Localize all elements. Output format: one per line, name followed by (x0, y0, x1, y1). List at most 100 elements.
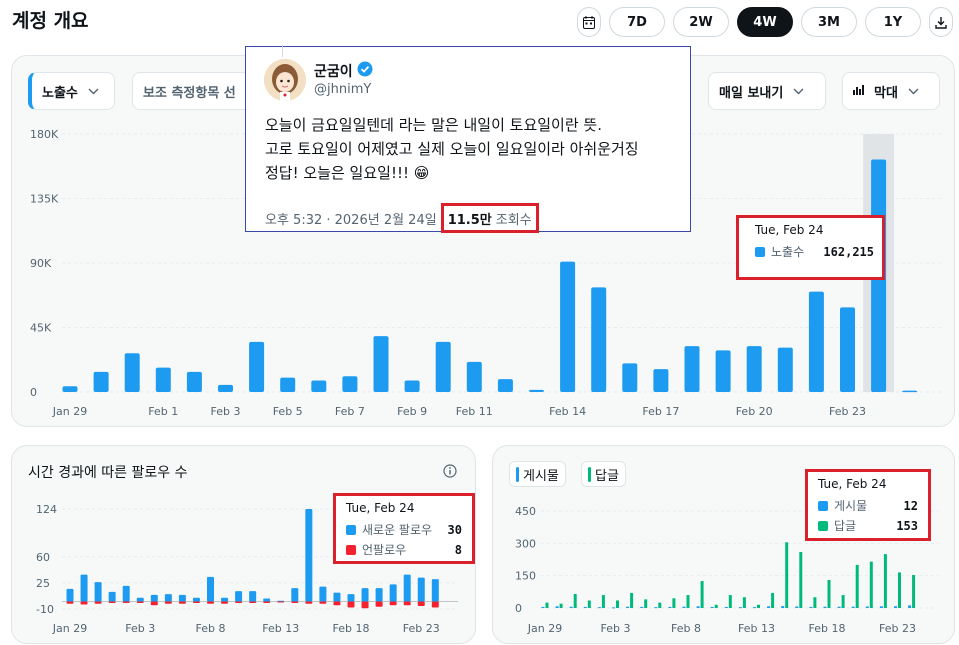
followers-bar-chart: -10 25 60 124 Jan 29 Feb 3 Feb 8 Feb 13 Feb 18 Fe… (36, 503, 458, 635)
legend-posts-toggle[interactable]: 게시물 (509, 461, 566, 487)
bar-posts (781, 606, 785, 608)
legend-replies-toggle[interactable]: 답글 (581, 461, 626, 487)
bar-replies (799, 551, 803, 608)
bar-replies (573, 593, 577, 608)
y-tick-label: 0 (515, 602, 522, 615)
y-tick-label: 150 (515, 570, 536, 583)
post-text: 오늘이 금요일일텐데 라는 말은 내일이 토요일이란 뜻. 고로 토요일이 어제… (265, 113, 685, 185)
secondary-metric-dropdown[interactable]: 보조 측정항목 선 (132, 72, 252, 110)
bar-replies (630, 592, 634, 608)
bar-new-follows (94, 582, 102, 602)
bar-unfollows (94, 601, 102, 604)
range-2w-button[interactable]: 2W (673, 7, 729, 37)
tooltip-label: 답글 (834, 519, 857, 533)
bar-unfollows (122, 601, 130, 604)
y-tick-label: 60 (36, 551, 50, 564)
y-tick-label: 90K (30, 257, 52, 270)
bar-posts (612, 607, 615, 609)
date-range-selector: 7D 2W 4W 3M 1Y (577, 7, 953, 37)
tooltip-row: 게시물 12 (818, 497, 918, 514)
bar-new-follows (403, 574, 411, 602)
bar-posts (668, 606, 672, 608)
bar-posts (795, 606, 799, 608)
bar-new-follows (291, 588, 299, 602)
range-7d-button[interactable]: 7D (609, 7, 665, 37)
bar (62, 386, 78, 392)
post-timestamp[interactable]: 오후 5:32 · 2026년 2월 24일 (265, 212, 437, 228)
bar-posts (626, 606, 630, 608)
calendar-button[interactable] (577, 7, 601, 37)
bar-new-follows (122, 585, 130, 602)
bar-replies (672, 598, 676, 608)
bar-posts (696, 606, 700, 608)
y-tick-label: 0 (30, 386, 37, 399)
post-author-name[interactable]: 군굼이 (314, 61, 373, 81)
y-tick-label: 450 (515, 505, 536, 518)
bar-new-follows (333, 592, 341, 602)
post-views[interactable]: 11.5만 조회수 (440, 203, 539, 233)
bar-replies (587, 600, 591, 608)
bar (93, 371, 109, 392)
range-3m-button[interactable]: 3M (801, 7, 857, 37)
post-author-handle[interactable]: @jhnimY (314, 82, 372, 97)
top-post-card[interactable]: 군굼이 @jhnimY 오늘이 금요일일텐데 라는 말은 내일이 토요일이란 뜻… (245, 45, 691, 233)
bar-posts (597, 607, 601, 609)
secondary-metric-label: 보조 측정항목 선 (143, 85, 236, 101)
x-tick-label: Jan 29 (527, 622, 562, 635)
bar-new-follows (431, 579, 439, 602)
tooltip-date: Tue, Feb 24 (346, 501, 415, 515)
bar-new-follows (80, 574, 88, 602)
bar-posts (583, 606, 587, 608)
bar-replies (644, 599, 648, 608)
x-tick-label: Feb 13 (738, 622, 775, 635)
bar-posts (738, 607, 742, 609)
range-4w-button[interactable]: 4W (737, 7, 793, 37)
download-button[interactable] (929, 7, 953, 37)
bar-new-follows (389, 584, 397, 602)
bar-new-follows (235, 591, 243, 602)
x-tick-label: Feb 18 (333, 622, 370, 635)
bar-unfollows (66, 601, 74, 604)
metric-dropdown[interactable]: 노출수 (28, 72, 115, 110)
download-icon (935, 16, 947, 29)
bar-unfollows (361, 601, 369, 609)
chart-type-dropdown[interactable]: 막대 (842, 72, 940, 110)
bar-replies (559, 603, 563, 608)
tooltip-label: 게시물 (834, 499, 868, 513)
x-tick-label: Feb 14 (549, 405, 586, 418)
bar-replies (813, 597, 817, 608)
bar-unfollows (347, 601, 355, 608)
bar-replies (785, 542, 789, 608)
bar-posts (823, 606, 827, 608)
chevron-down-icon (908, 84, 919, 99)
legend-swatch (755, 246, 765, 257)
bar-replies (545, 602, 549, 608)
bar-posts (724, 606, 728, 608)
bar (404, 380, 420, 392)
bar (311, 380, 327, 392)
bar (808, 291, 824, 392)
export-frequency-dropdown[interactable]: 매일 보내기 (708, 72, 826, 110)
legend-swatch (588, 466, 591, 482)
posts-replies-bar-chart: 0 150 300 450 Jan 29 Feb 3 Feb 8 Feb 13 Feb 18 Fe… (515, 505, 939, 635)
bar-replies (855, 564, 859, 608)
bar-posts (879, 606, 883, 608)
x-tick-label: Feb 9 (397, 405, 427, 418)
bar-unfollows (277, 601, 285, 603)
post-text-line: 정답! 오늘은 일요일!!! 😁 (265, 164, 430, 182)
impressions-tooltip: Tue, Feb 24 노출수 162,215 (736, 215, 885, 280)
bar-replies (757, 604, 760, 608)
bar (435, 341, 451, 392)
bar-new-follows (66, 588, 74, 602)
x-tick-label: Feb 17 (642, 405, 679, 418)
x-tick-label: Feb 8 (671, 622, 701, 635)
bar-unfollows (403, 601, 411, 606)
bar-posts (569, 606, 573, 608)
x-tick-label: Feb 18 (809, 622, 846, 635)
range-1y-button[interactable]: 1Y (865, 7, 921, 37)
bar-unfollows (389, 601, 397, 606)
bar (342, 376, 358, 392)
info-icon[interactable] (443, 463, 457, 482)
bar-new-follows (347, 594, 355, 602)
bar-unfollows (207, 601, 214, 604)
